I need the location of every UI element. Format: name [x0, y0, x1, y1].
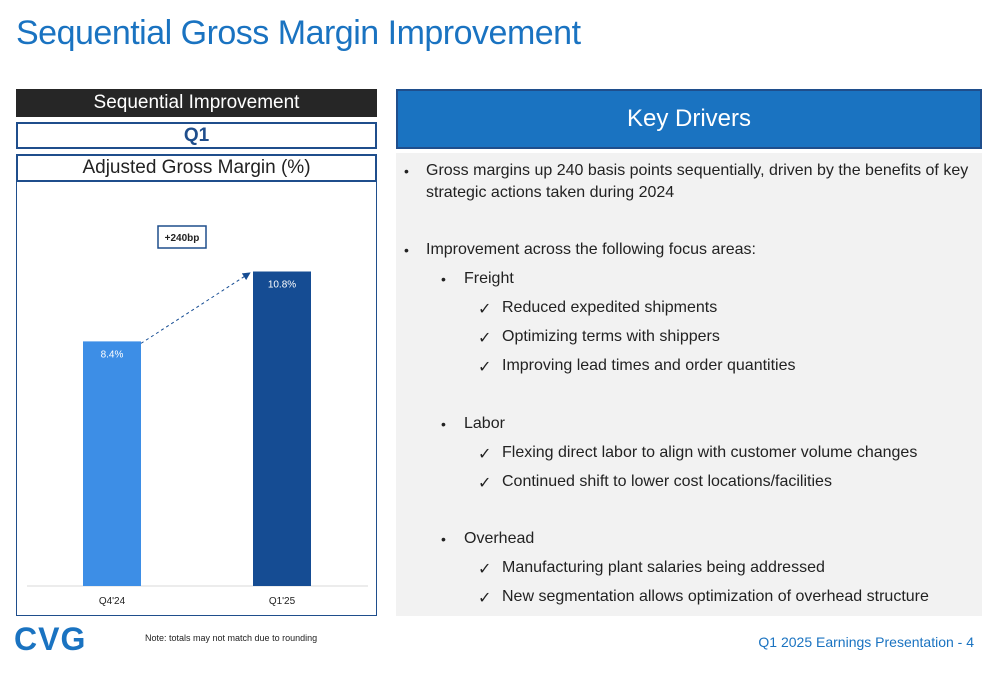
labor-item: Flexing direct labor to align with custo…	[502, 444, 918, 461]
overhead-item: Manufacturing plant salaries being addre…	[502, 559, 825, 576]
check-icon: ✓	[478, 330, 492, 347]
driver-text-1a: Gross margins up 240 basis points sequen…	[426, 162, 969, 179]
overhead-item: New segmentation allows optimization of …	[502, 588, 929, 605]
annotation-box	[157, 225, 207, 249]
metric-label: Adjusted Gross Margin (%)	[16, 154, 377, 182]
sub-bullet-freight: •	[441, 271, 446, 287]
key-drivers-panel: • Gross margins up 240 basis points sequ…	[396, 153, 982, 616]
freight-item: Reduced expedited shipments	[502, 299, 718, 316]
check-icon: ✓	[478, 301, 492, 318]
check-icon: ✓	[478, 590, 492, 607]
check-icon: ✓	[478, 446, 492, 463]
footer-note: Note: totals may not match due to roundi…	[145, 633, 318, 643]
sub-bullet-labor: •	[441, 416, 446, 432]
freight-item: Improving lead times and order quantitie…	[502, 357, 796, 374]
data-label-0: 8.4%	[101, 349, 124, 360]
sub-bullet-overhead: •	[441, 531, 446, 547]
change-arrow	[140, 272, 251, 344]
page-title: Sequential Gross Margin Improvement	[16, 14, 581, 52]
bar-1	[253, 271, 311, 586]
data-label-1: 10.8%	[268, 280, 296, 291]
labor-item: Continued shift to lower cost locations/…	[502, 473, 832, 490]
chart-svg: 8.4% Q4'24 10.8% Q1'25 +240bp	[27, 225, 368, 607]
focus-labor: Labor	[464, 415, 505, 432]
focus-overhead: Overhead	[464, 530, 535, 547]
tick-label-0: Q4'24	[99, 596, 126, 607]
check-icon: ✓	[478, 561, 492, 578]
tick-label-1: Q1'25	[269, 596, 296, 607]
logo-text: CVG	[14, 622, 86, 656]
period-label: Q1	[16, 122, 377, 149]
check-icon: ✓	[478, 475, 492, 492]
focus-freight: Freight	[464, 270, 514, 287]
sequential-improvement-header: Sequential Improvement	[16, 89, 377, 117]
bullet-1: •	[404, 163, 409, 179]
freight-item: Optimizing terms with shippers	[502, 328, 720, 345]
footer-page-label: Q1 2025 Earnings Presentation - 4	[758, 634, 974, 650]
driver-text-2: Improvement across the following focus a…	[426, 241, 756, 258]
annotation-label: +240bp	[165, 233, 200, 244]
cvg-logo: CVG	[14, 621, 114, 661]
bar-0	[83, 341, 141, 586]
gross-margin-chart: 8.4% Q4'24 10.8% Q1'25 +240bp	[16, 182, 377, 616]
driver-text-1b: strategic actions taken during 2024	[426, 184, 675, 201]
key-drivers-header: Key Drivers	[396, 89, 982, 149]
check-icon: ✓	[478, 359, 492, 376]
bullet-2: •	[404, 242, 409, 258]
